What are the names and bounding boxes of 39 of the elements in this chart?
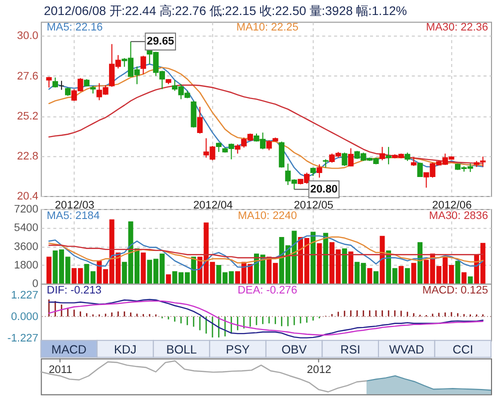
text: CCI (452, 342, 474, 356)
text: DEA: -0.276 (238, 284, 298, 297)
text: OBV (281, 342, 307, 356)
y-tick-label: 22.8 (17, 150, 38, 162)
y-tick-label: 1800 (14, 259, 38, 272)
series-label: MA5: 2184 (46, 210, 100, 222)
annotation: 29.65 (146, 36, 174, 48)
text: MACD (51, 342, 87, 356)
chart-title: 2012/06/08 开:22.44 高:22.76 低:22.15 收:22.50 量:3928 幅:1.12% (44, 4, 407, 18)
text: MA5: 22.16 (46, 22, 103, 34)
text: KDJ (114, 342, 137, 356)
y-tick-label: 0 (32, 278, 38, 290)
text: PSY (226, 342, 250, 356)
y-tick-label: 7200 (14, 203, 38, 216)
text: MA30: 22.36 (426, 22, 488, 34)
text: MA10: 2240 (238, 210, 297, 222)
y-tick-label: 0.000 (10, 311, 38, 324)
y-tick-label: 1.227 (10, 289, 38, 302)
text: BOLL (166, 342, 198, 356)
x-tick-label: 2012/05 (294, 199, 334, 212)
text: MA10: 22.25 (236, 22, 298, 34)
x-tick-label: 2012/06 (432, 199, 472, 212)
annotation: 20.80 (310, 183, 338, 196)
y-tick-label: 27.6 (17, 70, 38, 82)
y-tick-label: -1.227 (7, 332, 38, 345)
x-tick-label: 2012/04 (193, 199, 233, 212)
y-tick-label: 5400 (14, 222, 38, 234)
text: MA30: 2836 (429, 210, 488, 222)
text: RSI (340, 342, 360, 356)
y-tick-label: 20.4 (17, 190, 38, 202)
x-tick-label: 2012/03 (54, 199, 94, 212)
x-tick-label: 2011 (48, 364, 72, 376)
y-tick-label: 25.2 (17, 110, 38, 122)
x-tick-label: 2012 (306, 364, 332, 376)
text: WVAD (389, 342, 424, 356)
series-label: MACD: 0.125 (422, 284, 488, 297)
series-label: DIF: -0.213 (46, 284, 102, 297)
y-tick-label: 30.0 (17, 30, 38, 42)
y-tick-label: 3600 (14, 240, 38, 253)
